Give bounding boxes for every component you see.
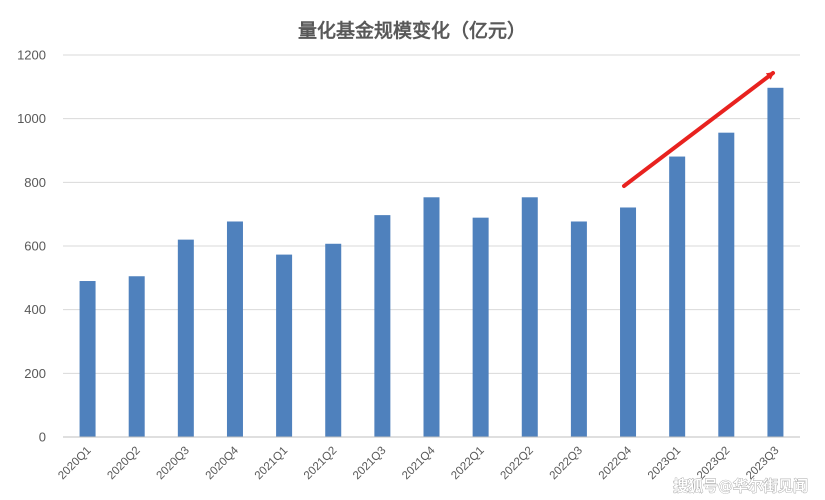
bar-2020Q1 [79, 281, 96, 437]
x-tick-label: 2020Q1 [56, 445, 93, 482]
bar-2022Q3 [570, 221, 587, 437]
chart-title: 量化基金规模变化（亿元） [298, 19, 526, 42]
bar-2023Q1 [669, 156, 686, 437]
bar-2021Q2 [325, 243, 342, 437]
trend-arrow [622, 71, 775, 188]
bar-2020Q4 [226, 221, 243, 437]
y-tick-label: 200 [24, 366, 46, 381]
x-tick-label: 2021Q3 [351, 445, 388, 482]
y-tick-label: 800 [24, 175, 46, 190]
bar-2023Q2 [718, 132, 735, 437]
x-tick-label: 2020Q4 [204, 444, 242, 482]
x-tick-label: 2021Q4 [400, 444, 438, 482]
bar-2021Q1 [276, 254, 293, 437]
y-tick-label: 1000 [17, 111, 46, 126]
watermark-text: 搜狐号@华尔街见闻 [673, 477, 808, 495]
x-tick-label: 2020Q3 [155, 445, 192, 482]
y-tick-label: 400 [24, 302, 46, 317]
y-tick-label: 0 [39, 430, 46, 445]
bars [79, 87, 784, 437]
x-tick-label: 2021Q1 [253, 445, 290, 482]
x-tick-label: 2022Q4 [597, 444, 635, 482]
bar-2022Q1 [472, 217, 489, 437]
bar-2021Q3 [374, 215, 391, 437]
y-tick-label: 600 [24, 239, 46, 254]
bar-2020Q2 [128, 276, 145, 437]
x-tick-label: 2021Q2 [302, 445, 339, 482]
bar-2021Q4 [423, 197, 440, 437]
x-tick-label: 2022Q1 [449, 445, 486, 482]
bar-2022Q2 [521, 197, 538, 437]
x-tick-label: 2022Q3 [548, 445, 585, 482]
y-tick-label: 1200 [17, 48, 46, 63]
x-tick-label: 2022Q2 [498, 445, 535, 482]
x-tick-label: 2020Q2 [105, 445, 142, 482]
y-axis-ticks: 0 200 400 600 800 1000 1200 [17, 48, 46, 445]
bar-2022Q4 [620, 207, 637, 437]
bar-2023Q3 [767, 87, 784, 437]
bar-2020Q3 [177, 239, 194, 437]
